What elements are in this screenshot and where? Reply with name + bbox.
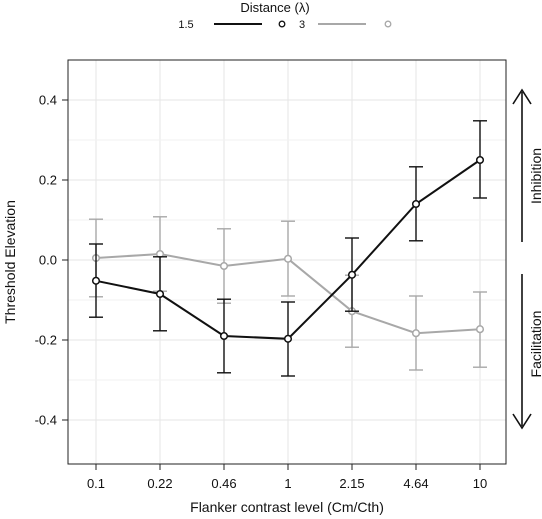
- x-tick-label-0: 0.1: [87, 476, 105, 491]
- x-axis: 0.1 0.22 0.46 1 2.15 4.64 10: [87, 464, 487, 491]
- y-tick-label-0: 0.4: [39, 93, 57, 108]
- inhibition-annotation: Inhibition: [512, 88, 542, 242]
- y-tick-label-3: -0.2: [35, 333, 57, 348]
- x-tick-label-6: 10: [473, 476, 487, 491]
- legend-marker-0: [278, 20, 286, 28]
- plot-frame: [67, 59, 507, 465]
- legend-label-1: 3: [299, 19, 305, 31]
- legend-items: 1.5 3: [178, 19, 392, 31]
- facilitation-annotation: Facilitation: [512, 274, 542, 430]
- y-tick-label-4: -0.4: [35, 413, 57, 428]
- data-point-1-6: [475, 325, 485, 334]
- data-point-0-2: [219, 331, 229, 341]
- data-point-1-2: [219, 261, 229, 271]
- y-tick-label-2: 0.0: [39, 253, 57, 268]
- y-axis-title: Threshold Elevation: [2, 200, 18, 324]
- x-tick-label-5: 4.64: [403, 476, 428, 491]
- x-tick-label-2: 0.46: [211, 476, 236, 491]
- data-point-0-3: [283, 334, 293, 343]
- x-tick-label-1: 0.22: [147, 476, 172, 491]
- inhibition-arrowhead: [512, 88, 532, 105]
- data-point-0-0: [91, 276, 101, 285]
- inhibition-label: Inhibition: [528, 148, 542, 204]
- data-point-0-5: [411, 199, 421, 209]
- facilitation-label: Facilitation: [528, 311, 542, 378]
- legend: Distance (λ) 1.5 3: [178, 0, 392, 31]
- data-point-1-5: [411, 329, 421, 338]
- series-layer: [89, 120, 487, 377]
- y-axis: 0.4 0.2 0.0 -0.2 -0.4: [35, 93, 68, 428]
- legend-title: Distance (λ): [240, 0, 309, 15]
- data-point-0-1: [155, 289, 165, 299]
- x-axis-title: Flanker contrast level (Cm/Cth): [190, 499, 384, 515]
- legend-marker-1: [384, 20, 392, 28]
- x-tick-label-3: 1: [284, 476, 291, 491]
- x-tick-label-4: 2.15: [339, 476, 364, 491]
- series-0: [89, 120, 487, 377]
- facilitation-arrowhead: [512, 413, 532, 430]
- data-point-1-3: [283, 254, 293, 263]
- y-tick-label-1: 0.2: [39, 173, 57, 188]
- data-point-0-6: [475, 155, 485, 165]
- legend-label-0: 1.5: [178, 19, 193, 31]
- data-point-0-4: [347, 270, 357, 279]
